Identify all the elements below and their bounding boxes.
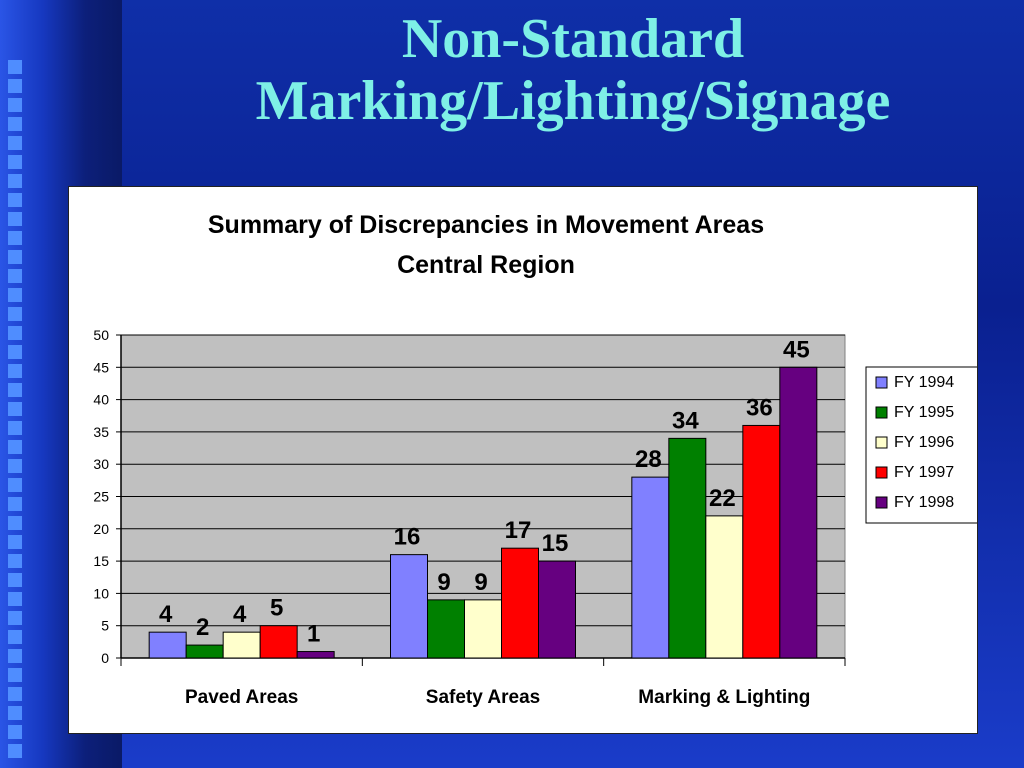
chart-panel: Summary of Discrepancies in Movement Are…	[68, 186, 978, 734]
data-label: 9	[474, 569, 487, 596]
data-label: 15	[542, 530, 569, 557]
y-tick-label: 15	[93, 553, 109, 569]
bar-chart: Summary of Discrepancies in Movement Are…	[93, 211, 977, 708]
data-label: 22	[709, 485, 736, 512]
slide-title: Non-Standard Marking/Lighting/Signage	[122, 8, 1024, 132]
legend-label: FY 1995	[894, 404, 954, 421]
bar	[501, 547, 539, 659]
legend-label: FY 1994	[894, 374, 954, 391]
data-label: 2	[196, 614, 209, 641]
bar	[668, 437, 707, 659]
legend-swatch	[875, 436, 888, 449]
x-tick-label: Safety Areas	[426, 687, 540, 708]
y-tick-label: 35	[93, 424, 109, 440]
data-label: 45	[783, 336, 810, 363]
data-label: 34	[672, 407, 699, 434]
chart-title: Summary of Discrepancies in Movement Are…	[208, 211, 764, 239]
data-label: 9	[437, 569, 450, 596]
legend-swatch	[875, 376, 888, 389]
bar	[705, 515, 744, 659]
decorative-squares	[8, 60, 22, 760]
legend-label: FY 1998	[894, 494, 954, 511]
data-label: 4	[233, 601, 247, 628]
chart-subtitle: Central Region	[397, 251, 575, 279]
legend-label: FY 1996	[894, 434, 954, 451]
data-label: 5	[270, 595, 283, 622]
bar	[148, 631, 187, 659]
bar	[538, 560, 576, 659]
data-label: 28	[635, 446, 662, 473]
x-tick-label: Paved Areas	[185, 687, 298, 708]
y-tick-label: 30	[93, 456, 109, 472]
data-label: 1	[307, 621, 320, 648]
legend-label: FY 1997	[894, 464, 954, 481]
y-tick-label: 5	[101, 618, 109, 634]
bar	[222, 631, 261, 659]
bar	[464, 599, 502, 659]
y-tick-label: 0	[101, 650, 109, 666]
y-tick-label: 45	[93, 359, 109, 375]
data-label: 16	[394, 524, 421, 551]
y-tick-label: 40	[93, 392, 109, 408]
data-label: 4	[159, 601, 173, 628]
bar	[185, 644, 224, 659]
bar	[296, 651, 335, 659]
data-label: 36	[746, 394, 773, 421]
bar	[390, 554, 428, 659]
y-tick-label: 10	[93, 585, 109, 601]
legend-swatch	[875, 466, 888, 479]
bar	[427, 599, 465, 659]
bar	[259, 625, 298, 659]
legend-swatch	[875, 496, 888, 509]
x-tick-label: Marking & Lighting	[638, 687, 810, 708]
y-tick-label: 25	[93, 489, 109, 505]
y-tick-label: 50	[93, 327, 109, 343]
bar	[631, 476, 670, 659]
bar	[742, 424, 781, 659]
data-label: 17	[505, 517, 532, 544]
y-tick-label: 20	[93, 521, 109, 537]
slide-title-line-2: Marking/Lighting/Signage	[255, 70, 891, 132]
legend-swatch	[875, 406, 888, 419]
slide-title-line-1: Non-Standard	[401, 8, 745, 70]
bar	[779, 366, 818, 659]
